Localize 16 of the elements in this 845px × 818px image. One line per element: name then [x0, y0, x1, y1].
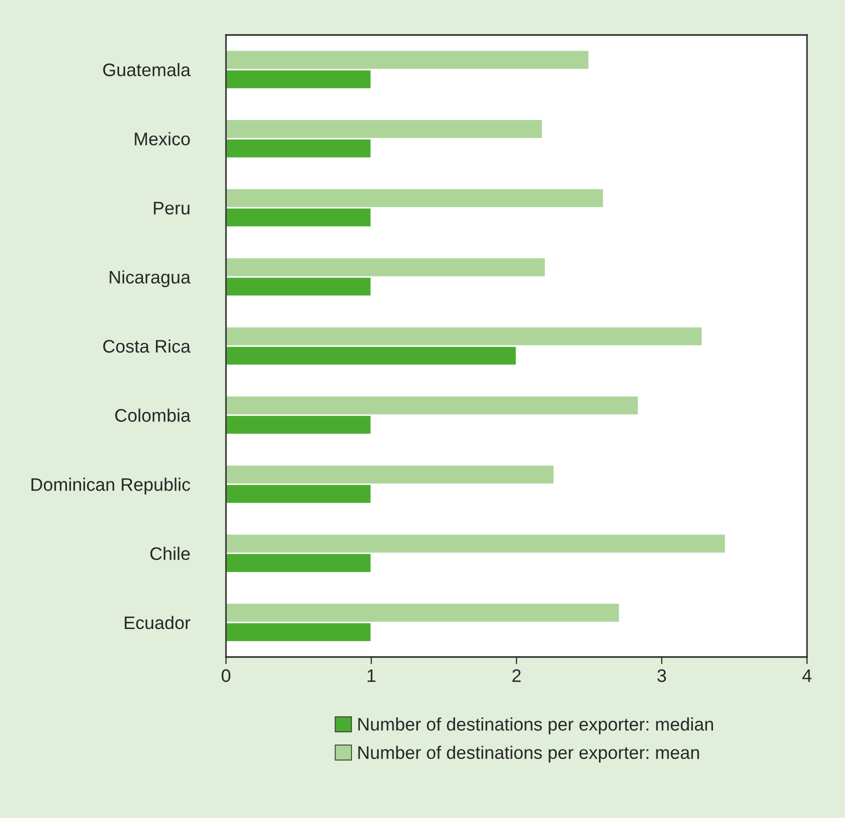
y-tick-label: Chile — [150, 546, 190, 560]
y-tick-label: Colombia — [115, 408, 191, 422]
legend-label: Number of destinations per exporter: median — [358, 717, 713, 734]
y-tick-label: Peru — [154, 202, 190, 214]
y-tick-label: Ecuador — [124, 616, 190, 630]
y-tick-label: Dominican Republic — [32, 478, 190, 495]
y-tick-label: Mexico — [134, 132, 190, 146]
x-tick-label: 2 — [512, 669, 521, 682]
x-tick-label: 0 — [222, 669, 230, 682]
y-tick-label: Costa Rica — [103, 339, 191, 353]
legend-label: Number of destinations per exporter: mean — [358, 746, 699, 763]
x-tick-label: 3 — [657, 669, 666, 682]
x-tick-label: 4 — [802, 669, 812, 682]
x-tick-label: 1 — [368, 669, 376, 682]
y-tick-label: Nicaragua — [110, 270, 191, 288]
y-tick-label: Guatemala — [103, 63, 191, 76]
